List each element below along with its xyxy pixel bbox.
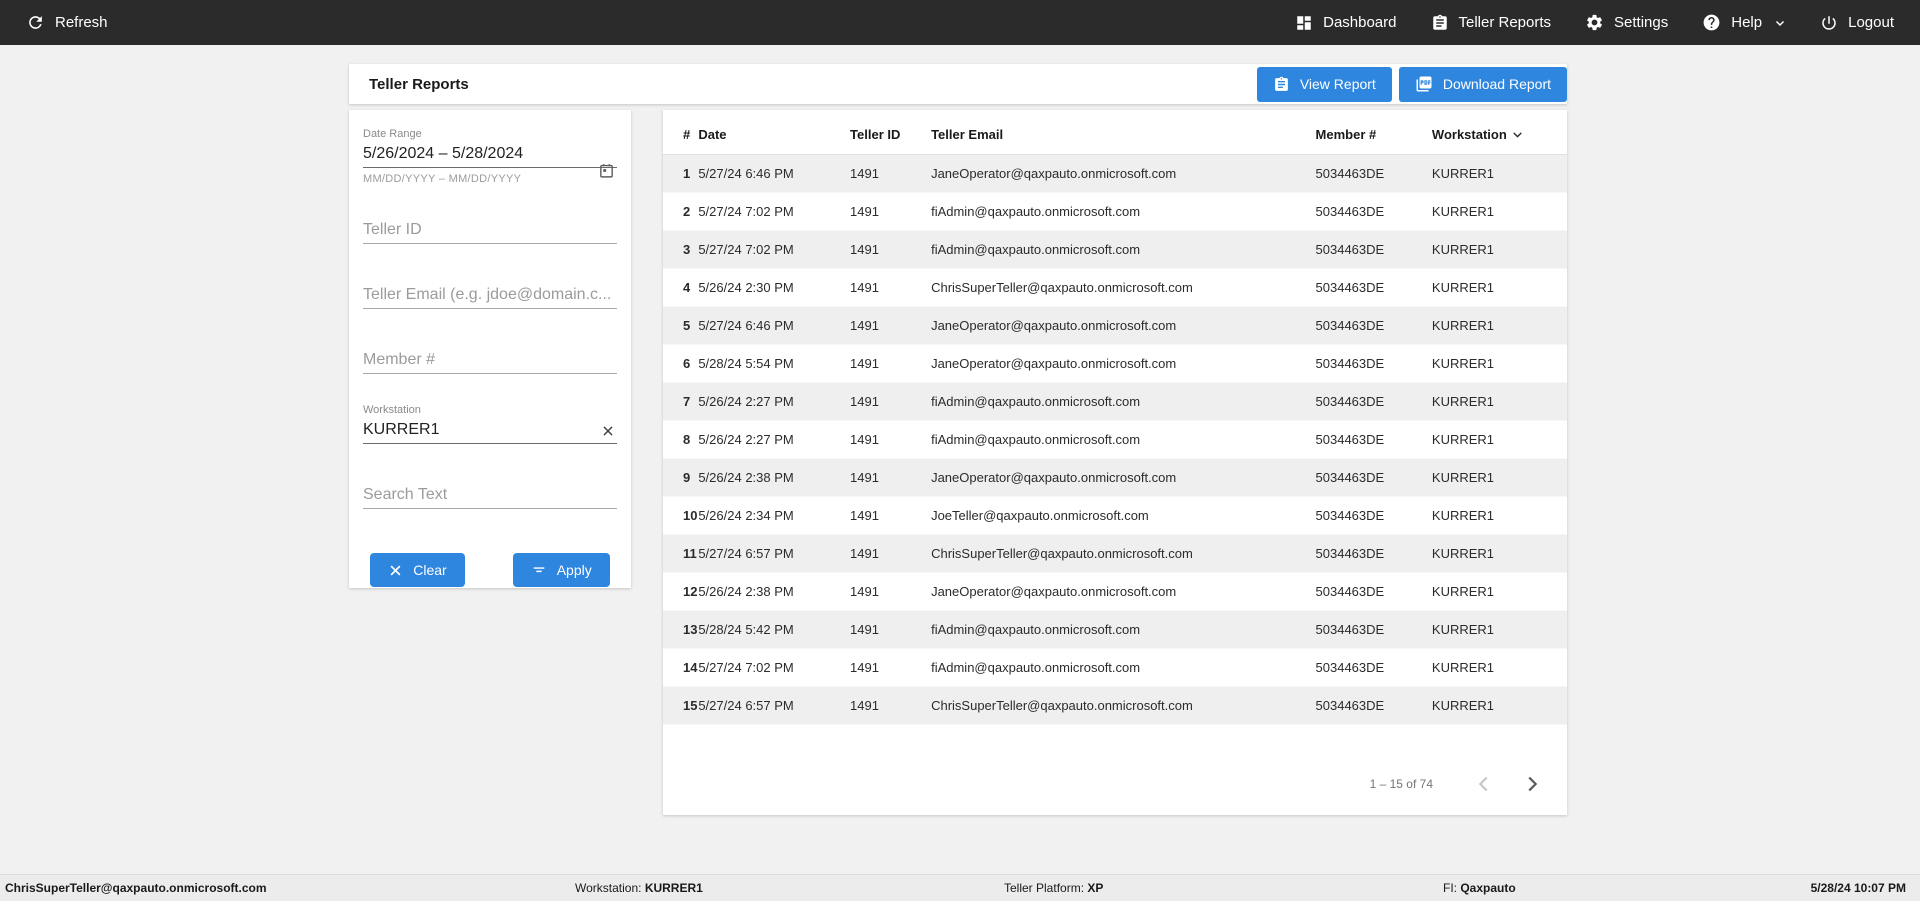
workstation-field: Workstation <box>363 404 617 444</box>
table-row[interactable]: 2 5/27/24 7:02 PM 1491 fiAdmin@qaxpauto.… <box>663 193 1567 231</box>
col-header-date[interactable]: Date <box>698 110 851 155</box>
calendar-icon[interactable] <box>598 162 615 179</box>
status-teller-platform: Teller Platform: XP <box>1004 881 1104 895</box>
report-table-body: 1 5/27/24 6:46 PM 1491 JaneOperator@qaxp… <box>663 154 1567 725</box>
navbar-right: Dashboard Teller Reports Settings Help <box>1295 13 1894 32</box>
teller-email-field <box>363 281 617 309</box>
nav-teller-reports-label: Teller Reports <box>1458 14 1552 31</box>
pagination: 1 – 15 of 74 <box>1370 773 1543 795</box>
filter-icon <box>531 562 547 578</box>
nav-help-label: Help <box>1731 14 1763 31</box>
pdf-icon <box>1415 75 1433 93</box>
sort-descending-icon <box>1511 128 1524 141</box>
table-row[interactable]: 12 5/26/24 2:38 PM 1491 JaneOperator@qax… <box>663 573 1567 611</box>
col-header-workstation-label: Workstation <box>1431 127 1507 142</box>
date-range-hint: MM/DD/YYYY – MM/DD/YYYY <box>363 173 522 185</box>
view-report-label: View Report <box>1299 76 1376 92</box>
member-number-field <box>363 346 617 374</box>
col-header-member[interactable]: Member # <box>1315 110 1432 155</box>
nav-settings-label: Settings <box>1614 14 1669 31</box>
clear-button[interactable]: Clear <box>370 553 465 587</box>
col-header-workstation[interactable]: Workstation <box>1431 110 1567 155</box>
date-range-input[interactable] <box>363 140 617 168</box>
page-header: Teller Reports View Report Download Repo… <box>349 64 1567 104</box>
workstation-input[interactable] <box>363 416 617 444</box>
workstation-label: Workstation <box>363 404 421 416</box>
table-row[interactable]: 13 5/28/24 5:42 PM 1491 fiAdmin@qaxpauto… <box>663 610 1567 649</box>
nav-dashboard-label: Dashboard <box>1323 14 1397 31</box>
download-report-label: Download Report <box>1442 76 1551 92</box>
nav-logout[interactable]: Logout <box>1820 14 1894 32</box>
search-text-input[interactable] <box>363 481 617 509</box>
table-row[interactable]: 11 5/27/24 6:57 PM 1491 ChrisSuperTeller… <box>663 534 1567 573</box>
table-row[interactable]: 10 5/26/24 2:34 PM 1491 JoeTeller@qaxpau… <box>663 497 1567 535</box>
clear-button-label: Clear <box>413 562 447 578</box>
date-range-field: Date Range MM/DD/YYYY – MM/DD/YYYY <box>363 128 617 185</box>
previous-page-icon[interactable] <box>1473 773 1495 795</box>
gear-icon <box>1585 13 1604 32</box>
nav-teller-reports[interactable]: Teller Reports <box>1431 14 1552 32</box>
page-title: Teller Reports <box>369 75 469 93</box>
col-header-teller-id[interactable]: Teller ID <box>850 110 932 155</box>
teller-id-input[interactable] <box>363 216 617 244</box>
top-navbar: Refresh Dashboard Teller Reports Setting… <box>0 0 1920 45</box>
refresh-button[interactable]: Refresh <box>26 13 108 32</box>
nav-help[interactable]: Help <box>1702 13 1786 32</box>
next-page-icon[interactable] <box>1521 773 1543 795</box>
table-row[interactable]: 15 5/27/24 6:57 PM 1491 ChrisSuperTeller… <box>663 686 1567 725</box>
header-actions: View Report Download Report <box>1256 66 1567 102</box>
table-row[interactable]: 4 5/26/24 2:30 PM 1491 ChrisSuperTeller@… <box>663 269 1567 307</box>
search-text-field <box>363 481 617 509</box>
report-clipboard-icon <box>1273 76 1290 93</box>
filter-panel: Date Range MM/DD/YYYY – MM/DD/YYYY Works… <box>349 110 631 588</box>
nav-logout-label: Logout <box>1848 14 1894 31</box>
status-user-email: ChrisSuperTeller@qaxpauto.onmicrosoft.co… <box>5 881 267 895</box>
apply-button-label: Apply <box>556 562 592 578</box>
clear-workstation-icon[interactable] <box>601 424 615 438</box>
status-bar: ChrisSuperTeller@qaxpauto.onmicrosoft.co… <box>0 874 1920 901</box>
dashboard-icon <box>1295 14 1313 32</box>
table-header-row: # Date Teller ID Teller Email Member # W… <box>663 110 1567 155</box>
filter-buttons: Clear Apply <box>363 553 617 587</box>
table-row[interactable]: 6 5/28/24 5:54 PM 1491 JaneOperator@qaxp… <box>663 345 1567 383</box>
col-header-teller-email[interactable]: Teller Email <box>931 110 1316 155</box>
clear-x-icon <box>388 563 403 578</box>
table-row[interactable]: 5 5/27/24 6:46 PM 1491 JaneOperator@qaxp… <box>663 306 1567 345</box>
view-report-button[interactable]: View Report <box>1256 66 1392 102</box>
member-number-input[interactable] <box>363 346 617 374</box>
download-report-button[interactable]: Download Report <box>1398 66 1567 102</box>
status-datetime: 5/28/24 10:07 PM <box>1810 881 1906 895</box>
date-range-label: Date Range <box>363 128 422 140</box>
table-row[interactable]: 3 5/27/24 7:02 PM 1491 fiAdmin@qaxpauto.… <box>663 230 1567 269</box>
table-row[interactable]: 8 5/26/24 2:27 PM 1491 fiAdmin@qaxpauto.… <box>663 421 1567 459</box>
nav-dashboard[interactable]: Dashboard <box>1295 14 1397 32</box>
table-row[interactable]: 9 5/26/24 2:38 PM 1491 JaneOperator@qaxp… <box>663 458 1567 497</box>
status-fi: FI: Qaxpauto <box>1443 881 1516 895</box>
col-header-num: # <box>663 110 699 155</box>
table-row[interactable]: 14 5/27/24 7:02 PM 1491 fiAdmin@qaxpauto… <box>663 649 1567 687</box>
teller-email-input[interactable] <box>363 281 617 309</box>
pagination-range: 1 – 15 of 74 <box>1369 777 1433 791</box>
report-table: # Date Teller ID Teller Email Member # W… <box>663 110 1567 725</box>
report-table-card: # Date Teller ID Teller Email Member # W… <box>663 110 1567 815</box>
status-workstation: Workstation: KURRER1 <box>575 881 703 895</box>
table-row[interactable]: 7 5/26/24 2:27 PM 1491 fiAdmin@qaxpauto.… <box>663 382 1567 421</box>
table-row[interactable]: 1 5/27/24 6:46 PM 1491 JaneOperator@qaxp… <box>663 154 1567 193</box>
refresh-icon <box>26 13 45 32</box>
teller-id-field <box>363 216 617 244</box>
chevron-down-icon <box>1774 17 1786 29</box>
nav-settings[interactable]: Settings <box>1585 13 1668 32</box>
clipboard-icon <box>1431 14 1449 32</box>
apply-button[interactable]: Apply <box>512 553 610 587</box>
refresh-label: Refresh <box>55 14 108 31</box>
power-icon <box>1820 14 1838 32</box>
help-icon <box>1702 13 1721 32</box>
